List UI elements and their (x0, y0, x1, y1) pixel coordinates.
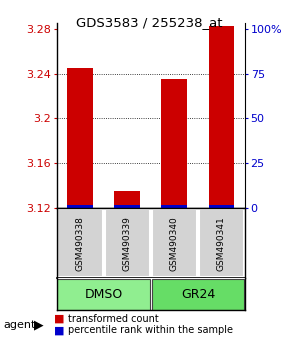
Text: ▶: ▶ (34, 319, 44, 331)
Text: agent: agent (3, 320, 35, 330)
Text: ■: ■ (54, 314, 64, 324)
Text: ■: ■ (54, 325, 64, 335)
Bar (209, 205, 234, 208)
Bar (114, 205, 140, 208)
Bar (105, 209, 150, 278)
Bar (162, 205, 187, 208)
Text: GSM490340: GSM490340 (170, 216, 179, 270)
Bar (67, 68, 93, 208)
Bar (152, 209, 197, 278)
Text: GSM490341: GSM490341 (217, 216, 226, 270)
Bar (114, 192, 140, 208)
Bar (57, 279, 150, 310)
Bar (199, 209, 244, 278)
Bar (209, 27, 234, 208)
Bar (57, 209, 103, 278)
Text: DMSO: DMSO (85, 288, 123, 301)
Bar (67, 205, 93, 208)
Text: GR24: GR24 (181, 288, 215, 301)
Text: percentile rank within the sample: percentile rank within the sample (68, 325, 233, 335)
Text: GSM490339: GSM490339 (123, 216, 132, 270)
Text: GDS3583 / 255238_at: GDS3583 / 255238_at (76, 16, 223, 29)
Text: transformed count: transformed count (68, 314, 159, 324)
Text: GSM490338: GSM490338 (76, 216, 85, 270)
Bar (162, 79, 187, 208)
Bar (152, 279, 244, 310)
